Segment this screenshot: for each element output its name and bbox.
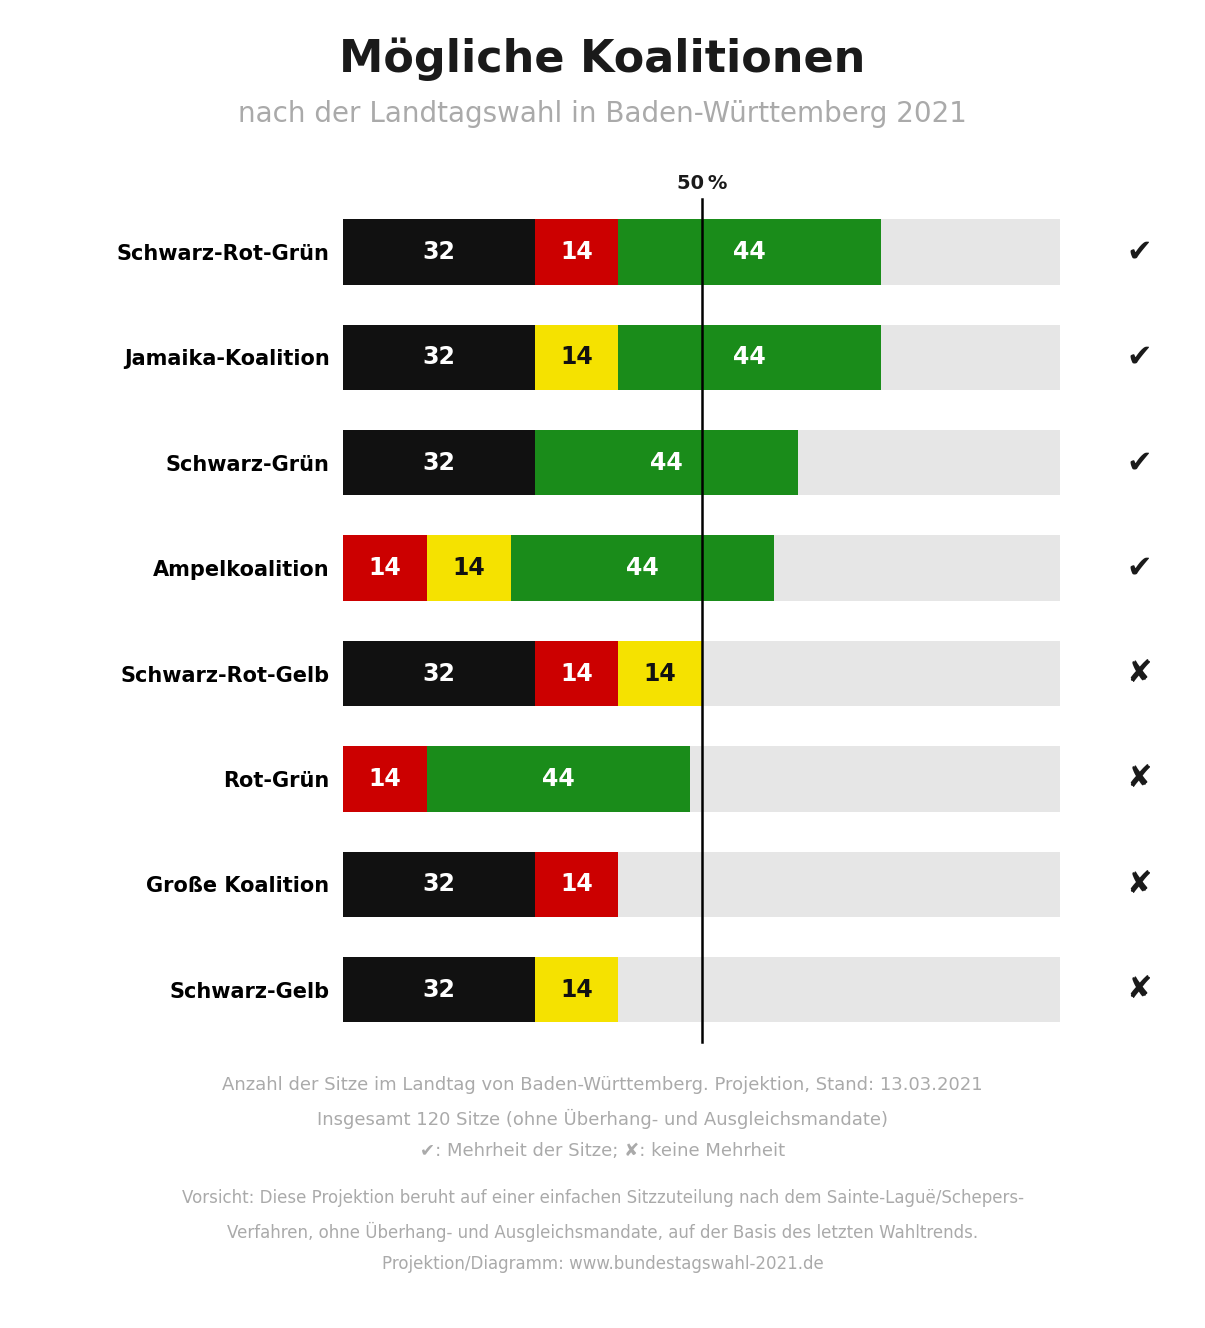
Bar [343, 430, 535, 495]
Bar [618, 641, 701, 706]
Bar [535, 957, 618, 1023]
Bar [343, 430, 1060, 495]
Text: ✔: ✔ [1125, 554, 1152, 583]
Text: 14: 14 [369, 768, 401, 791]
Bar [511, 535, 774, 600]
Bar [343, 535, 427, 600]
Text: 32: 32 [423, 977, 455, 1001]
Text: 14: 14 [560, 872, 593, 896]
Text: 50 %: 50 % [677, 174, 727, 193]
Bar [535, 324, 618, 390]
Text: 14: 14 [369, 556, 401, 580]
Text: Mögliche Koalitionen: Mögliche Koalitionen [340, 37, 865, 81]
Bar [535, 430, 798, 495]
Bar [343, 746, 427, 811]
Text: Verfahren, ohne Überhang- und Ausgleichsmandate, auf der Basis des letzten Wahlt: Verfahren, ohne Überhang- und Ausgleichs… [227, 1222, 978, 1242]
Text: 14: 14 [453, 556, 486, 580]
Bar [618, 219, 881, 284]
Bar [343, 324, 535, 390]
Text: 44: 44 [625, 556, 659, 580]
Bar [535, 641, 618, 706]
Text: ✘: ✘ [1125, 975, 1152, 1004]
Text: 32: 32 [423, 872, 455, 896]
Bar [343, 535, 1060, 600]
Text: 44: 44 [542, 768, 575, 791]
Text: ✘: ✘ [1125, 765, 1152, 793]
Bar [618, 324, 881, 390]
Bar [427, 746, 690, 811]
Bar [343, 641, 1060, 706]
Text: Projektion/Diagramm: www.bundestagswahl-2021.de: Projektion/Diagramm: www.bundestagswahl-… [382, 1255, 823, 1274]
Bar [343, 641, 535, 706]
Text: 14: 14 [560, 661, 593, 685]
Text: 44: 44 [734, 345, 766, 369]
Bar [343, 219, 535, 284]
Text: 32: 32 [423, 240, 455, 264]
Text: ✔: ✔ [1125, 343, 1152, 372]
Text: 14: 14 [560, 240, 593, 264]
Text: 32: 32 [423, 345, 455, 369]
Bar [343, 746, 1060, 811]
Bar [427, 535, 511, 600]
Text: ✔: ✔ [1125, 449, 1152, 477]
Text: ✔: Mehrheit der Sitze; ✘: keine Mehrheit: ✔: Mehrheit der Sitze; ✘: keine Mehrheit [419, 1142, 786, 1161]
Text: Insgesamt 120 Sitze (ohne Überhang- und Ausgleichsmandate): Insgesamt 120 Sitze (ohne Überhang- und … [317, 1109, 888, 1129]
Bar [343, 851, 535, 918]
Text: Anzahl der Sitze im Landtag von Baden-Württemberg. Projektion, Stand: 13.03.2021: Anzahl der Sitze im Landtag von Baden-Wü… [222, 1076, 983, 1094]
Bar [343, 957, 1060, 1023]
Text: ✘: ✘ [1125, 659, 1152, 688]
Bar [343, 324, 1060, 390]
Text: ✔: ✔ [1125, 238, 1152, 267]
Text: Vorsicht: Diese Projektion beruht auf einer einfachen Sitzzuteilung nach dem Sai: Vorsicht: Diese Projektion beruht auf ei… [182, 1189, 1023, 1207]
Text: 14: 14 [560, 345, 593, 369]
Bar [535, 851, 618, 918]
Bar [535, 219, 618, 284]
Bar [343, 219, 1060, 284]
Bar [343, 957, 535, 1023]
Text: 32: 32 [423, 450, 455, 474]
Text: 44: 44 [649, 450, 682, 474]
Text: 32: 32 [423, 661, 455, 685]
Text: 44: 44 [734, 240, 766, 264]
Text: ✘: ✘ [1125, 870, 1152, 899]
Text: 14: 14 [643, 661, 676, 685]
Bar [343, 851, 1060, 918]
Text: 14: 14 [560, 977, 593, 1001]
Text: nach der Landtagswahl in Baden-Württemberg 2021: nach der Landtagswahl in Baden-Württembe… [239, 100, 966, 127]
